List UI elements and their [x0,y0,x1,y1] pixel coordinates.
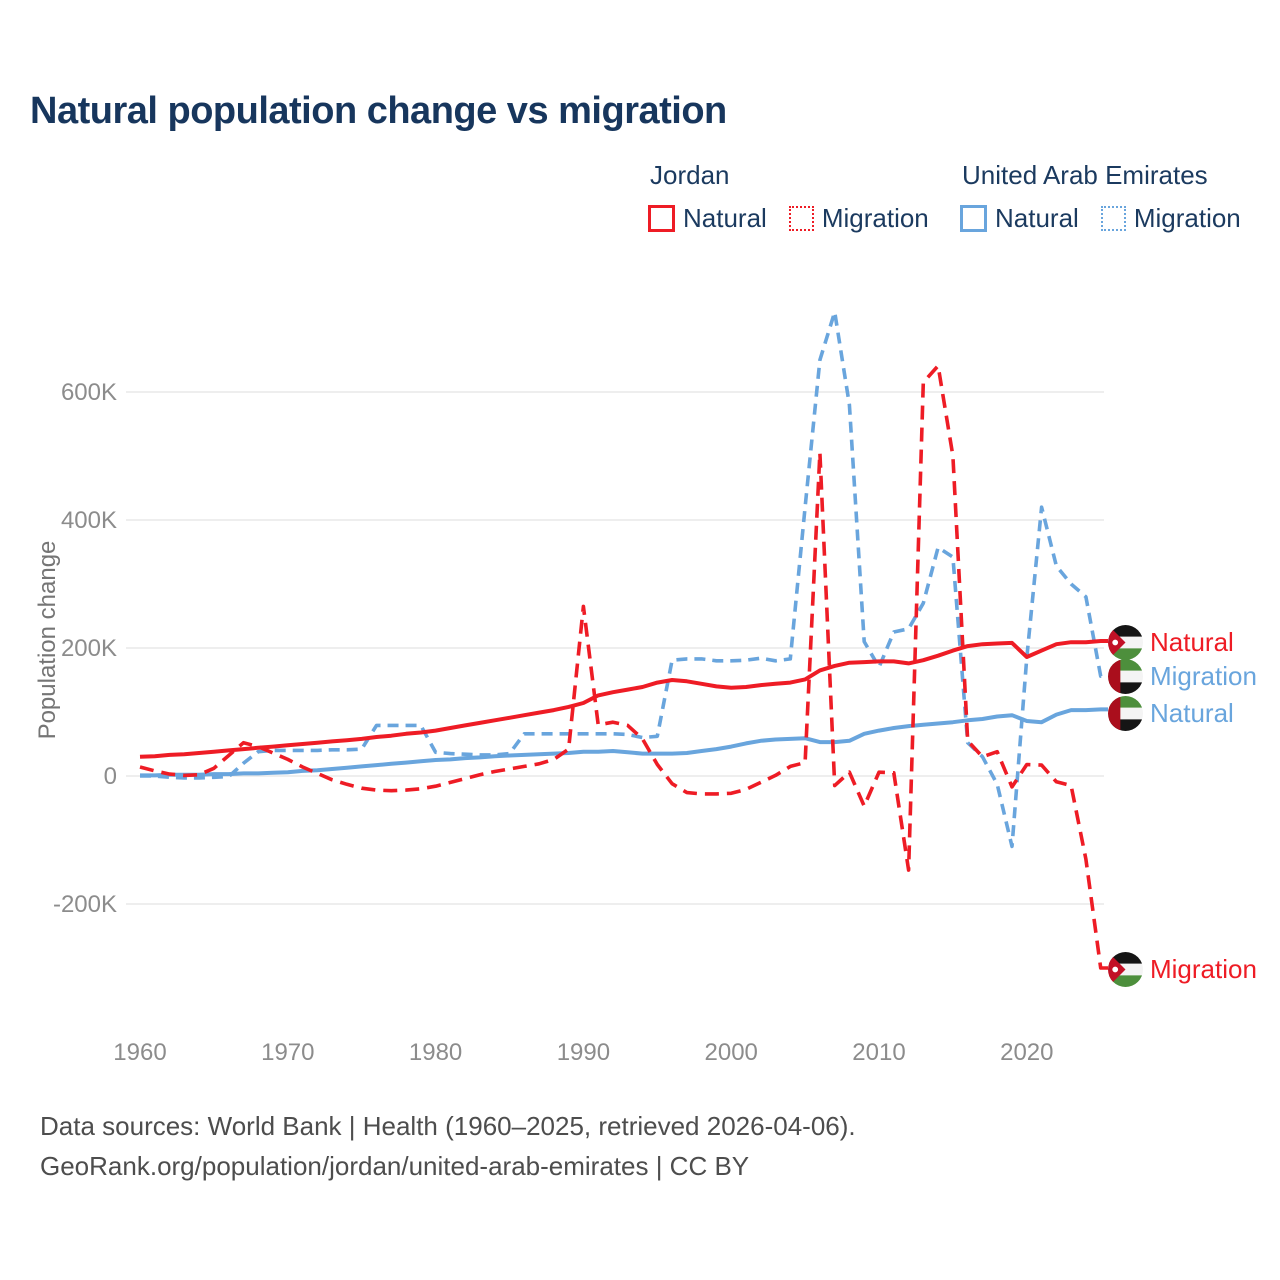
y-tick-label: 400K [61,507,117,534]
legend-item-jordan-natural[interactable]: Natural [648,203,767,234]
legend-item-label: Natural [683,203,767,233]
legend-item-uae-natural[interactable]: Natural [960,203,1079,234]
dashed-line-swatch-icon [788,206,814,231]
legend-item-label: Natural [995,203,1079,233]
end-label-text: Migration [1150,954,1257,984]
footer: Data sources: World Bank | Health (1960–… [40,1106,856,1187]
end-label-uae-natural: Natural [1108,696,1234,731]
jordan-flag-icon [1108,625,1143,660]
uae-flag-icon [1108,696,1143,731]
x-tick-label: 2000 [705,1039,758,1066]
solid-line-swatch-icon [960,205,987,232]
y-tick-label: 600K [61,379,117,406]
legend-row-jordan: Natural Migration [648,203,929,234]
x-tick-label: 2010 [852,1039,905,1066]
end-label-jordan-migration: Migration [1108,952,1257,987]
end-label-uae-migration: Migration [1108,659,1257,694]
end-label-text: Natural [1150,627,1234,657]
solid-line-swatch-icon [648,205,675,232]
jordan-flag-icon [1108,952,1143,987]
end-label-text: Migration [1150,661,1257,691]
series-line-jordan-migration[interactable] [139,364,1108,970]
legend-country-uae: United Arab Emirates [962,160,1208,190]
y-tick-label: 200K [61,635,117,662]
footer-data-sources: Data sources: World Bank | Health (1960–… [40,1111,856,1141]
legend-item-label: Migration [821,203,929,233]
end-label-text: Natural [1150,698,1234,728]
x-tick-label: 1990 [557,1039,610,1066]
legend-item-uae-migration[interactable]: Migration [1100,203,1241,234]
legend-group-uae: United Arab Emirates Natural Migration [960,160,1241,234]
x-tick-label: 1980 [409,1039,462,1066]
legend-item-jordan-migration[interactable]: Migration [788,203,929,234]
series-line-jordan-natural[interactable] [139,639,1108,759]
end-label-jordan-natural: Natural [1108,625,1234,660]
x-tick-label: 1970 [261,1039,314,1066]
legend-group-jordan: Jordan Natural Migration [648,160,929,234]
x-tick-label: 2020 [1000,1039,1053,1066]
series-line-united-arab-emirates-migration[interactable] [140,310,1108,849]
legend-row-uae: Natural Migration [960,203,1241,234]
x-tick-label: 1960 [113,1039,166,1066]
y-tick-label: 0 [104,763,117,790]
legend-country-jordan: Jordan [650,160,730,190]
dashed-line-swatch-icon [1100,206,1126,231]
series-line-united-arab-emirates-natural[interactable] [140,707,1108,778]
page-title: Natural population change vs migration [30,90,727,132]
footer-attribution: GeoRank.org/population/jordan/united-ara… [40,1151,750,1182]
legend-item-label: Migration [1133,203,1241,233]
uae-flag-icon [1108,659,1143,694]
y-tick-label: -200K [53,891,117,918]
